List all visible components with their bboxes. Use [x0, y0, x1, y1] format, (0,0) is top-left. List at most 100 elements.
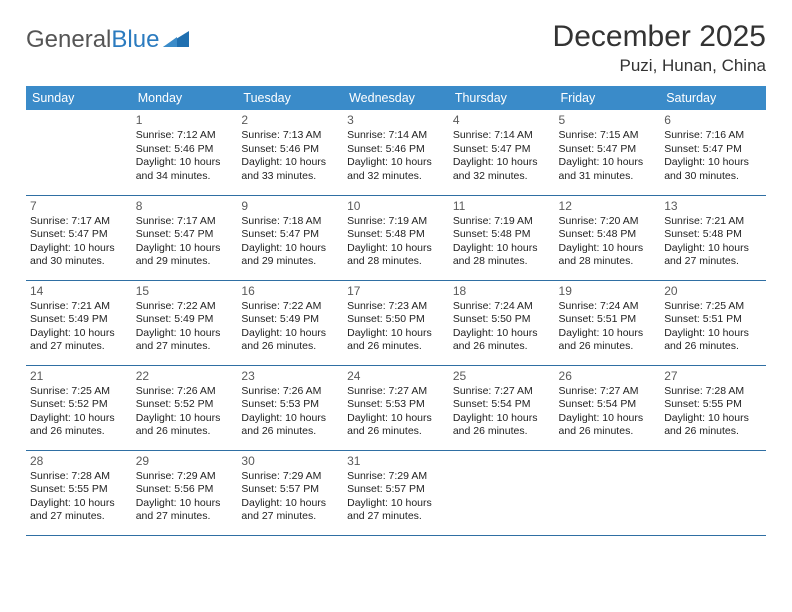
daylight-line: Daylight: 10 hours and 26 minutes. [241, 412, 339, 439]
sunset-line: Sunset: 5:57 PM [347, 483, 445, 496]
daylight-line: Daylight: 10 hours and 26 minutes. [347, 327, 445, 354]
calendar-day-cell: 31Sunrise: 7:29 AMSunset: 5:57 PMDayligh… [343, 450, 449, 535]
sunrise-line: Sunrise: 7:28 AM [30, 470, 128, 483]
day-number: 7 [30, 199, 128, 214]
weekday-header: Thursday [449, 86, 555, 110]
sunset-line: Sunset: 5:46 PM [241, 143, 339, 156]
calendar-day-cell [555, 450, 661, 535]
daylight-line: Daylight: 10 hours and 26 minutes. [241, 327, 339, 354]
calendar-day-cell: 3Sunrise: 7:14 AMSunset: 5:46 PMDaylight… [343, 110, 449, 195]
sunrise-line: Sunrise: 7:29 AM [136, 470, 234, 483]
day-number: 10 [347, 199, 445, 214]
sunset-line: Sunset: 5:54 PM [559, 398, 657, 411]
daylight-line: Daylight: 10 hours and 27 minutes. [136, 497, 234, 524]
daylight-line: Daylight: 10 hours and 26 minutes. [30, 412, 128, 439]
day-number: 31 [347, 454, 445, 469]
sunrise-line: Sunrise: 7:12 AM [136, 129, 234, 142]
sunset-line: Sunset: 5:50 PM [347, 313, 445, 326]
day-number: 23 [241, 369, 339, 384]
day-number: 26 [559, 369, 657, 384]
calendar-day-cell: 11Sunrise: 7:19 AMSunset: 5:48 PMDayligh… [449, 195, 555, 280]
sunset-line: Sunset: 5:55 PM [30, 483, 128, 496]
calendar-day-cell [26, 110, 132, 195]
sunset-line: Sunset: 5:54 PM [453, 398, 551, 411]
sunset-line: Sunset: 5:56 PM [136, 483, 234, 496]
calendar-table: Sunday Monday Tuesday Wednesday Thursday… [26, 86, 766, 536]
calendar-day-cell: 4Sunrise: 7:14 AMSunset: 5:47 PMDaylight… [449, 110, 555, 195]
sunrise-line: Sunrise: 7:29 AM [347, 470, 445, 483]
calendar-day-cell: 9Sunrise: 7:18 AMSunset: 5:47 PMDaylight… [237, 195, 343, 280]
daylight-line: Daylight: 10 hours and 27 minutes. [30, 327, 128, 354]
sunset-line: Sunset: 5:48 PM [559, 228, 657, 241]
calendar-day-cell: 30Sunrise: 7:29 AMSunset: 5:57 PMDayligh… [237, 450, 343, 535]
day-number: 4 [453, 113, 551, 128]
day-number: 8 [136, 199, 234, 214]
title-block: December 2025 Puzi, Hunan, China [553, 20, 766, 76]
calendar-day-cell: 13Sunrise: 7:21 AMSunset: 5:48 PMDayligh… [660, 195, 766, 280]
sunrise-line: Sunrise: 7:23 AM [347, 300, 445, 313]
sunrise-line: Sunrise: 7:17 AM [136, 215, 234, 228]
header: GeneralBlue December 2025 Puzi, Hunan, C… [26, 20, 766, 76]
calendar-day-cell [660, 450, 766, 535]
daylight-line: Daylight: 10 hours and 27 minutes. [664, 242, 762, 269]
day-number: 2 [241, 113, 339, 128]
sunrise-line: Sunrise: 7:21 AM [30, 300, 128, 313]
sunset-line: Sunset: 5:49 PM [136, 313, 234, 326]
sunrise-line: Sunrise: 7:20 AM [559, 215, 657, 228]
sunset-line: Sunset: 5:51 PM [559, 313, 657, 326]
calendar-day-cell: 12Sunrise: 7:20 AMSunset: 5:48 PMDayligh… [555, 195, 661, 280]
sunrise-line: Sunrise: 7:22 AM [241, 300, 339, 313]
daylight-line: Daylight: 10 hours and 26 minutes. [136, 412, 234, 439]
calendar-body: 1Sunrise: 7:12 AM Sunset: 5:46 PM Daylight… [26, 110, 766, 535]
daylight-line: Daylight: 10 hours and 32 minutes. [453, 156, 551, 183]
sunrise-line: Sunrise: 7:14 AM [347, 129, 445, 142]
calendar-day-cell: 8Sunrise: 7:17 AMSunset: 5:47 PMDaylight… [132, 195, 238, 280]
calendar-day-cell [449, 450, 555, 535]
brand-part1: General [26, 26, 111, 54]
brand-logo: GeneralBlue [26, 20, 189, 54]
daylight-line: Daylight: 10 hours and 32 minutes. [347, 156, 445, 183]
calendar-day-cell: 6Sunrise: 7:16 AMSunset: 5:47 PMDaylight… [660, 110, 766, 195]
sunrise-line: Sunrise: 7:24 AM [453, 300, 551, 313]
day-number: 29 [136, 454, 234, 469]
sunset-line: Sunset: 5:48 PM [347, 228, 445, 241]
calendar-day-cell: 16Sunrise: 7:22 AMSunset: 5:49 PMDayligh… [237, 280, 343, 365]
daylight-line: Daylight: 10 hours and 30 minutes. [30, 242, 128, 269]
daylight-line: Daylight: 10 hours and 30 minutes. [664, 156, 762, 183]
calendar-week-row: 21Sunrise: 7:25 AMSunset: 5:52 PMDayligh… [26, 365, 766, 450]
day-number: 15 [136, 284, 234, 299]
sunrise-line: Sunrise: 7:24 AM [559, 300, 657, 313]
sunrise-line: Sunrise: 7:19 AM [453, 215, 551, 228]
sunrise-line: Sunrise: 7:15 AM [559, 129, 657, 142]
sunset-line: Sunset: 5:47 PM [136, 228, 234, 241]
day-number: 27 [664, 369, 762, 384]
calendar-week-row: 7Sunrise: 7:17 AMSunset: 5:47 PMDaylight… [26, 195, 766, 280]
sunset-line: Sunset: 5:52 PM [136, 398, 234, 411]
day-number: 25 [453, 369, 551, 384]
day-number: 1 [136, 113, 234, 128]
weekday-header: Saturday [660, 86, 766, 110]
weekday-header: Sunday [26, 86, 132, 110]
sunset-line: Sunset: 5:55 PM [664, 398, 762, 411]
daylight-line: Daylight: 10 hours and 26 minutes. [559, 327, 657, 354]
sunset-line: Sunset: 5:49 PM [241, 313, 339, 326]
sunset-line: Sunset: 5:47 PM [559, 143, 657, 156]
sunrise-line: Sunrise: 7:27 AM [453, 385, 551, 398]
calendar-day-cell: 14Sunrise: 7:21 AMSunset: 5:49 PMDayligh… [26, 280, 132, 365]
day-number: 12 [559, 199, 657, 214]
daylight-line: Daylight: 10 hours and 26 minutes. [453, 327, 551, 354]
day-number: 24 [347, 369, 445, 384]
sunrise-line: Sunrise: 7:22 AM [136, 300, 234, 313]
calendar-day-cell: 23Sunrise: 7:26 AMSunset: 5:53 PMDayligh… [237, 365, 343, 450]
sunrise-line: Sunrise: 7:19 AM [347, 215, 445, 228]
sunrise-line: Sunrise: 7:17 AM [30, 215, 128, 228]
weekday-header-row: Sunday Monday Tuesday Wednesday Thursday… [26, 86, 766, 110]
calendar-week-row: 28Sunrise: 7:28 AMSunset: 5:55 PMDayligh… [26, 450, 766, 535]
calendar-day-cell: 22Sunrise: 7:26 AMSunset: 5:52 PMDayligh… [132, 365, 238, 450]
sunset-line: Sunset: 5:53 PM [241, 398, 339, 411]
sunrise-line: Sunrise: 7:13 AM [241, 129, 339, 142]
sunset-line: Sunset: 5:52 PM [30, 398, 128, 411]
day-number: 16 [241, 284, 339, 299]
daylight-line: Daylight: 10 hours and 27 minutes. [30, 497, 128, 524]
calendar-day-cell: 18Sunrise: 7:24 AMSunset: 5:50 PMDayligh… [449, 280, 555, 365]
